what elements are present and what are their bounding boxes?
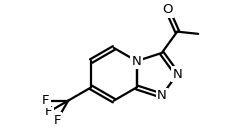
Text: F: F <box>53 113 61 126</box>
Text: F: F <box>42 94 50 107</box>
Text: N: N <box>132 55 142 68</box>
Text: N: N <box>157 89 167 102</box>
Text: O: O <box>162 4 173 17</box>
Text: N: N <box>172 68 182 81</box>
Text: F: F <box>45 105 53 118</box>
